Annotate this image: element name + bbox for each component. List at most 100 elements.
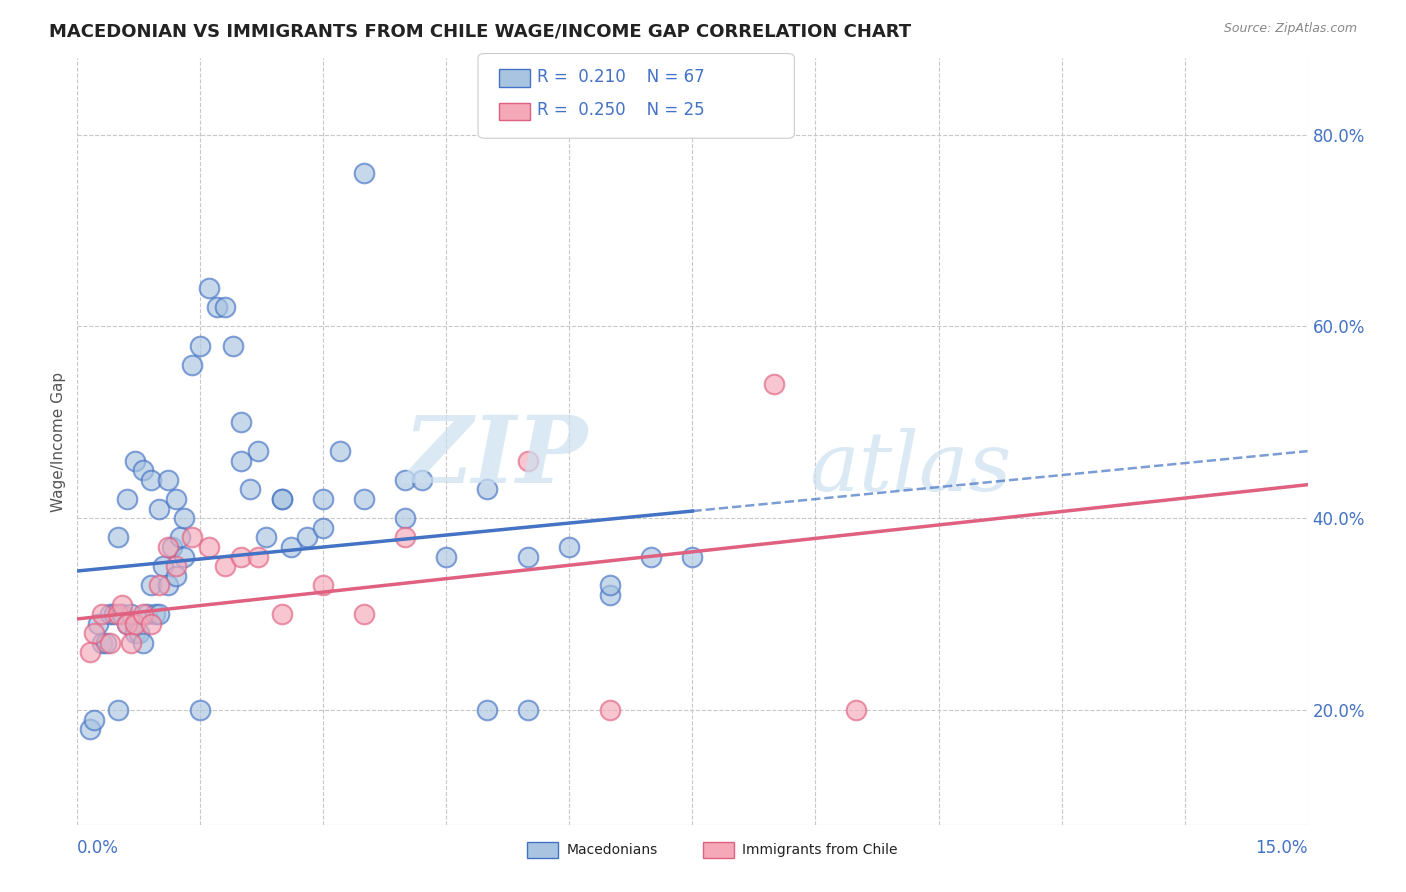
- Point: [271, 491, 294, 506]
- Point: [98, 636, 121, 650]
- Point: [329, 444, 352, 458]
- Point: [246, 549, 269, 564]
- Point: [436, 549, 458, 564]
- Point: [141, 473, 163, 487]
- Point: [128, 626, 150, 640]
- Point: [231, 453, 253, 467]
- Point: [231, 415, 253, 429]
- Point: [79, 646, 101, 660]
- Point: [87, 616, 110, 631]
- Point: [763, 376, 786, 391]
- Point: [79, 723, 101, 737]
- Point: [517, 703, 540, 717]
- Text: 0.0%: 0.0%: [77, 839, 120, 857]
- Point: [156, 473, 179, 487]
- Point: [83, 713, 105, 727]
- Text: ZIP: ZIP: [404, 412, 588, 502]
- Point: [254, 530, 277, 544]
- Point: [271, 491, 294, 506]
- Point: [132, 636, 155, 650]
- Point: [477, 703, 499, 717]
- Point: [845, 703, 868, 717]
- Point: [94, 636, 117, 650]
- Point: [197, 281, 219, 295]
- Point: [107, 607, 129, 621]
- Point: [394, 530, 416, 544]
- Y-axis label: Wage/Income Gap: Wage/Income Gap: [51, 371, 66, 512]
- Point: [148, 578, 170, 592]
- Point: [312, 491, 335, 506]
- Point: [165, 559, 187, 574]
- Point: [90, 607, 114, 621]
- Point: [214, 300, 236, 314]
- Point: [280, 540, 302, 554]
- Point: [599, 578, 621, 592]
- Point: [124, 616, 146, 631]
- Text: 15.0%: 15.0%: [1256, 839, 1308, 857]
- Point: [98, 607, 121, 621]
- Point: [188, 703, 212, 717]
- Point: [271, 607, 294, 621]
- Point: [477, 483, 499, 497]
- Point: [111, 598, 134, 612]
- Text: Macedonians: Macedonians: [567, 843, 658, 857]
- Point: [156, 540, 179, 554]
- Point: [640, 549, 662, 564]
- Point: [132, 463, 155, 477]
- Point: [107, 703, 129, 717]
- Text: atlas: atlas: [810, 428, 1012, 508]
- Point: [312, 578, 335, 592]
- Point: [132, 607, 155, 621]
- Point: [517, 549, 540, 564]
- Point: [141, 578, 163, 592]
- Point: [83, 626, 105, 640]
- Point: [353, 491, 375, 506]
- Point: [165, 569, 187, 583]
- Point: [115, 616, 138, 631]
- Text: Source: ZipAtlas.com: Source: ZipAtlas.com: [1223, 22, 1357, 36]
- Point: [111, 607, 134, 621]
- Point: [188, 338, 212, 352]
- Point: [107, 530, 129, 544]
- Point: [156, 578, 179, 592]
- Point: [165, 491, 187, 506]
- Point: [205, 300, 228, 314]
- Point: [394, 511, 416, 525]
- Text: R =  0.210    N = 67: R = 0.210 N = 67: [537, 68, 704, 86]
- Point: [353, 166, 375, 180]
- Point: [160, 540, 183, 554]
- Point: [173, 511, 195, 525]
- Point: [295, 530, 318, 544]
- Point: [169, 530, 191, 544]
- Point: [239, 483, 262, 497]
- Point: [214, 559, 236, 574]
- Point: [124, 453, 146, 467]
- Point: [173, 549, 195, 564]
- Point: [682, 549, 704, 564]
- Point: [124, 626, 146, 640]
- Point: [222, 338, 245, 352]
- Point: [136, 607, 159, 621]
- Point: [517, 453, 540, 467]
- Point: [143, 607, 166, 621]
- Point: [394, 473, 416, 487]
- Point: [115, 491, 138, 506]
- Point: [148, 607, 170, 621]
- Point: [558, 540, 581, 554]
- Point: [411, 473, 433, 487]
- Point: [312, 521, 335, 535]
- Point: [599, 703, 621, 717]
- Text: R =  0.250    N = 25: R = 0.250 N = 25: [537, 101, 704, 119]
- Point: [353, 607, 375, 621]
- Point: [148, 501, 170, 516]
- Point: [120, 636, 142, 650]
- Point: [103, 607, 125, 621]
- Point: [599, 588, 621, 602]
- Point: [197, 540, 219, 554]
- Point: [152, 559, 174, 574]
- Point: [141, 616, 163, 631]
- Text: MACEDONIAN VS IMMIGRANTS FROM CHILE WAGE/INCOME GAP CORRELATION CHART: MACEDONIAN VS IMMIGRANTS FROM CHILE WAGE…: [49, 22, 911, 40]
- Point: [246, 444, 269, 458]
- Point: [120, 607, 142, 621]
- Point: [90, 636, 114, 650]
